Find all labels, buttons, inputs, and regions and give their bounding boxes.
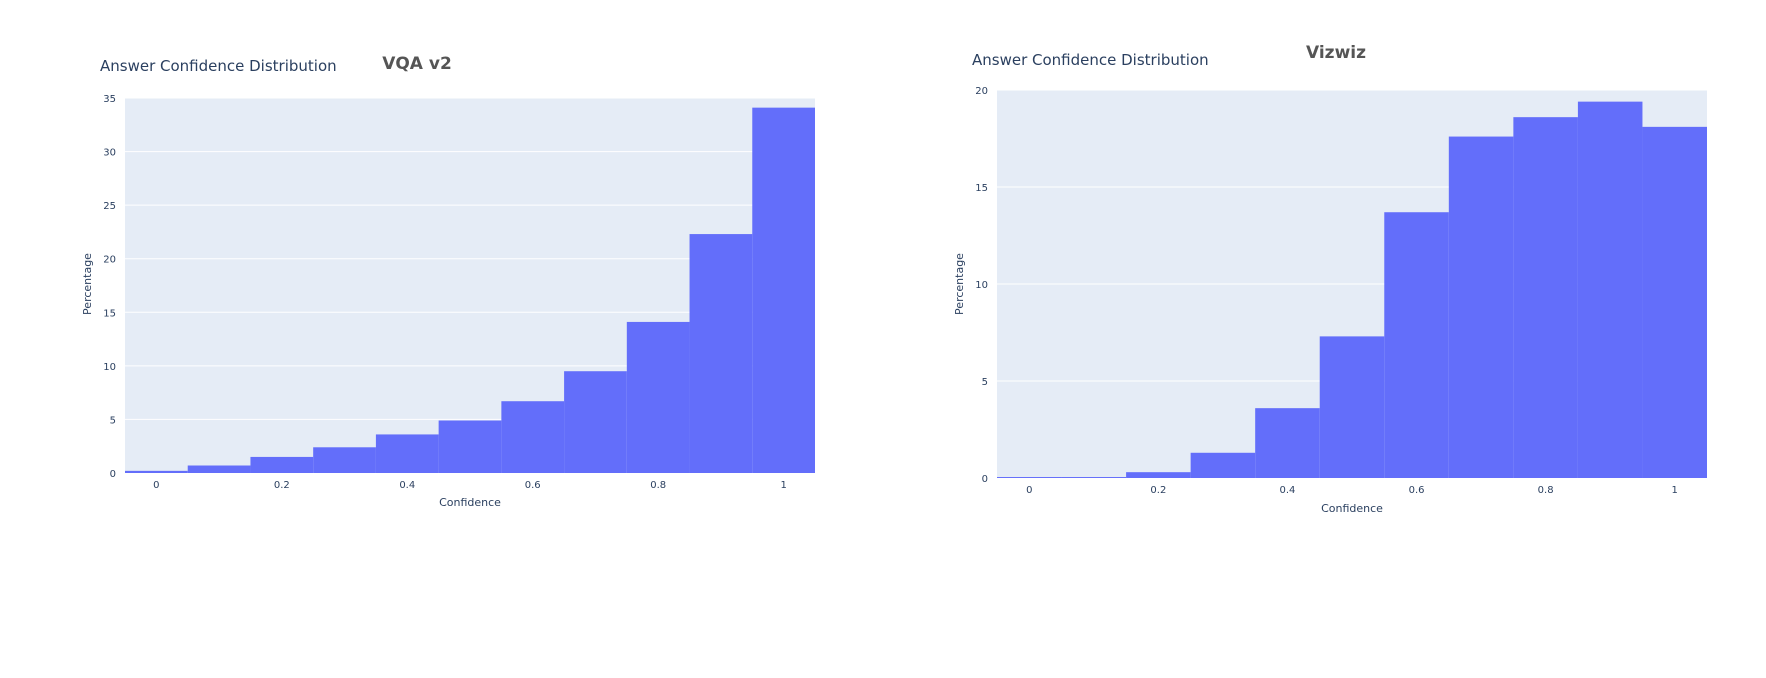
bar xyxy=(125,470,188,473)
x-tick-label: 0.6 xyxy=(1409,485,1425,496)
chart-title-vizwiz: Vizwiz xyxy=(1306,43,1366,63)
x-tick-label: 0.6 xyxy=(525,480,541,491)
x-tick-label: 0.2 xyxy=(274,480,290,491)
bar xyxy=(997,477,1062,478)
y-tick-label: 5 xyxy=(982,377,988,388)
chart-vqa-v2: Answer Confidence Distribution VQA v2 Co… xyxy=(81,54,815,509)
bar xyxy=(313,447,376,473)
bar xyxy=(1255,408,1320,478)
x-tick-label: 0 xyxy=(153,480,159,491)
bar xyxy=(564,371,627,473)
chart-page-title-vqa: Answer Confidence Distribution xyxy=(100,57,337,75)
y-tick-label: 0 xyxy=(982,474,988,485)
chart-xlabel-vizwiz: Confidence xyxy=(1321,502,1383,515)
y-tick-label: 15 xyxy=(975,183,988,194)
bar xyxy=(626,321,690,473)
x-tick-label: 0.4 xyxy=(1280,485,1296,496)
y-tick-label: 20 xyxy=(975,86,988,97)
chart-title-vqa: VQA v2 xyxy=(382,54,452,74)
bar xyxy=(250,456,314,473)
x-tick-label: 0 xyxy=(1026,485,1032,496)
y-tick-label: 5 xyxy=(110,415,116,426)
chart-vizwiz: Answer Confidence Distribution Vizwiz Co… xyxy=(953,43,1707,515)
y-tick-label: 25 xyxy=(103,201,116,212)
x-tick-label: 0.4 xyxy=(399,480,415,491)
bar xyxy=(1126,472,1191,478)
bar xyxy=(187,465,251,473)
y-tick-label: 15 xyxy=(103,308,116,319)
x-tick-label: 0.8 xyxy=(650,480,666,491)
bar xyxy=(1384,212,1449,478)
y-tick-label: 10 xyxy=(103,362,116,373)
bar xyxy=(1319,336,1385,478)
chart-ylabel-vizwiz: Percentage xyxy=(953,253,966,315)
bar xyxy=(689,234,753,473)
y-tick-label: 20 xyxy=(103,255,116,266)
x-tick-label: 1 xyxy=(780,480,786,491)
bar xyxy=(375,434,439,473)
x-tick-label: 1 xyxy=(1672,485,1678,496)
bar xyxy=(1190,452,1256,478)
bar xyxy=(1513,117,1578,478)
bar xyxy=(1577,101,1643,478)
bar xyxy=(1061,477,1127,478)
chart-page-title-vizwiz: Answer Confidence Distribution xyxy=(972,51,1209,69)
x-tick-label: 0.2 xyxy=(1150,485,1166,496)
bar xyxy=(1448,136,1514,478)
y-tick-label: 30 xyxy=(103,148,116,159)
bar xyxy=(438,420,502,473)
y-tick-label: 10 xyxy=(975,280,988,291)
chart-xlabel-vqa: Confidence xyxy=(439,496,501,509)
bar xyxy=(752,107,815,474)
y-tick-label: 35 xyxy=(103,94,116,105)
x-tick-label: 0.8 xyxy=(1538,485,1554,496)
bar xyxy=(501,401,565,473)
y-tick-label: 0 xyxy=(110,469,116,480)
bar xyxy=(1642,126,1707,479)
chart-ylabel-vqa: Percentage xyxy=(81,253,94,315)
